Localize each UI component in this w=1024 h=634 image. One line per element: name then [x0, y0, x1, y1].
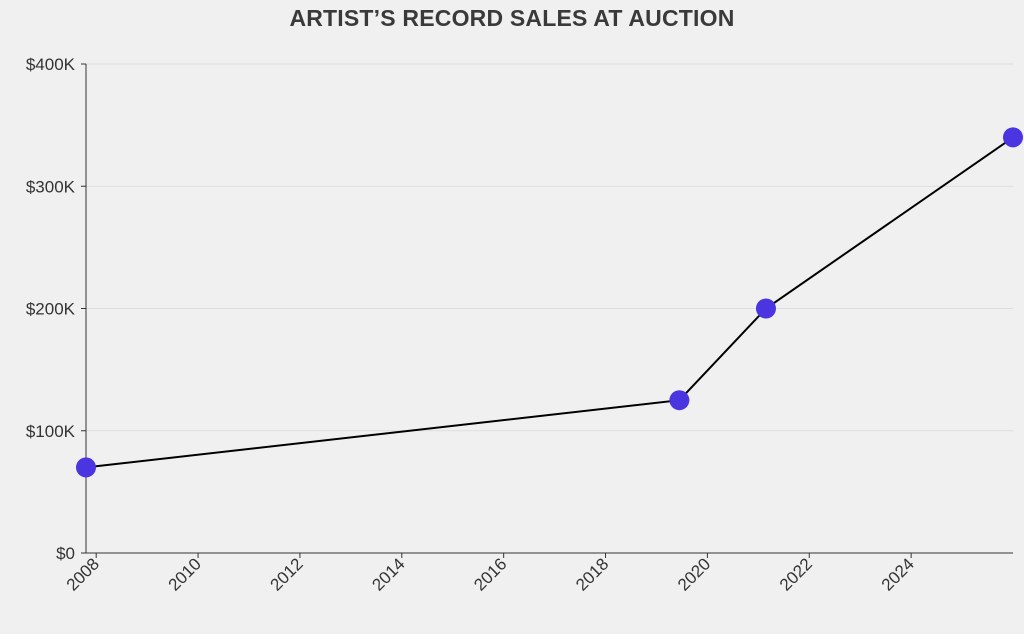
grid-lines [86, 63, 1013, 432]
data-point [755, 298, 776, 319]
y-tick-label: $400K [26, 55, 76, 74]
x-tick-label: 2012 [267, 554, 307, 594]
y-tick-label: $100K [26, 422, 76, 441]
y-tick-label: $200K [26, 300, 76, 319]
x-tick-label: 2024 [878, 554, 918, 594]
data-point [669, 390, 690, 411]
x-tick-label: 2022 [776, 554, 816, 594]
x-tick-label: 2020 [674, 554, 714, 594]
series-line [85, 136, 1014, 469]
y-tick-label: $300K [26, 177, 76, 196]
x-tick-label: 2018 [572, 554, 612, 594]
chart-title: ARTIST’S RECORD SALES AT AUCTION [289, 5, 735, 31]
data-point [1003, 127, 1023, 148]
x-tick-label: 2016 [470, 554, 510, 594]
data-points [76, 127, 1023, 478]
x-tick-label: 2014 [368, 554, 408, 594]
data-point [76, 457, 96, 478]
x-tick-label: 2010 [165, 554, 205, 594]
y-tick-label: $0 [56, 544, 75, 563]
series-line-layer [85, 136, 1014, 469]
